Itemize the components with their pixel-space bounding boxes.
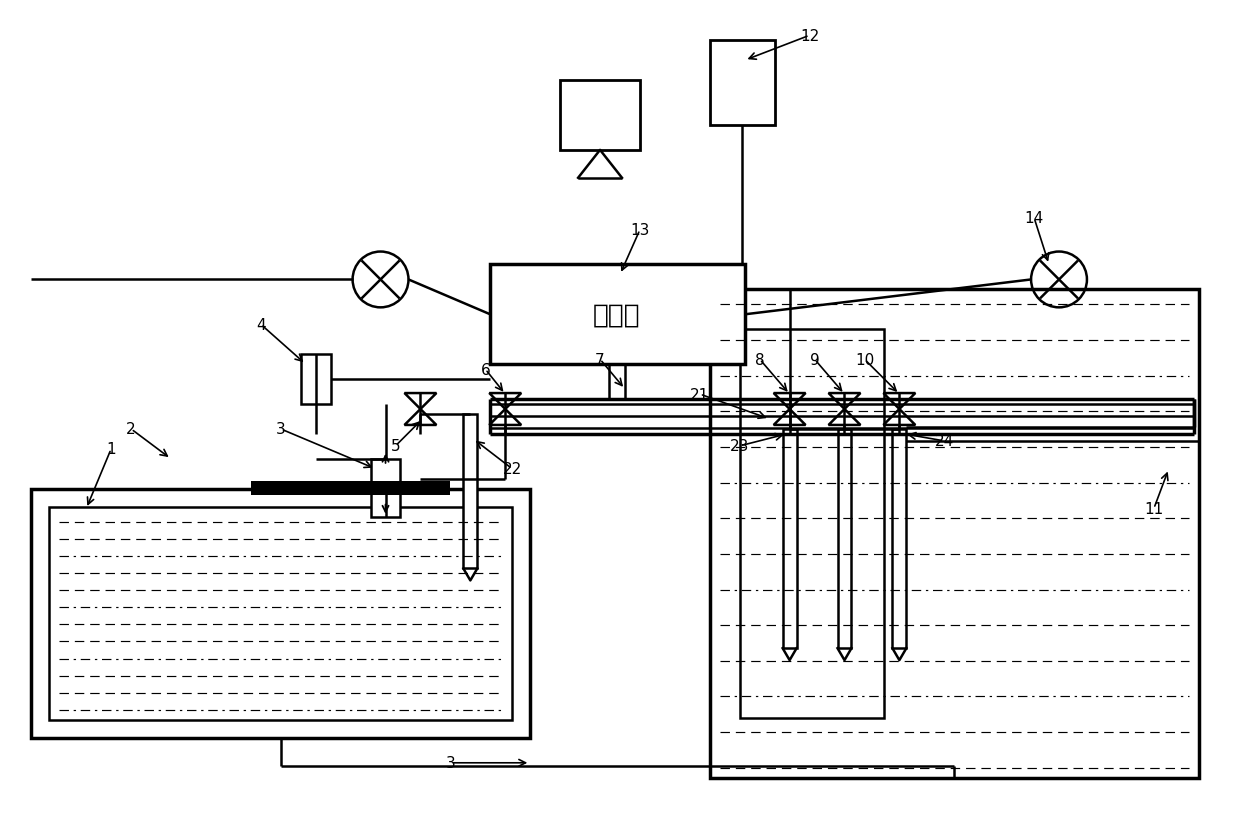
- Bar: [709, 290, 1199, 778]
- Text: 7: 7: [595, 352, 605, 367]
- Text: 24: 24: [935, 434, 954, 449]
- Bar: [893, 429, 906, 649]
- Bar: [709, 41, 775, 126]
- Text: 6: 6: [480, 362, 490, 378]
- Text: 4: 4: [255, 318, 265, 333]
- Bar: [837, 429, 852, 649]
- Text: 2: 2: [126, 422, 136, 437]
- Bar: [250, 482, 450, 495]
- Text: 3: 3: [445, 755, 455, 771]
- Text: 12: 12: [800, 29, 820, 43]
- Text: 14: 14: [1024, 211, 1044, 226]
- Text: 21: 21: [691, 387, 709, 402]
- Bar: [50, 507, 512, 720]
- Bar: [560, 81, 640, 151]
- Text: 9: 9: [810, 352, 820, 367]
- Bar: [31, 489, 531, 738]
- Text: 3: 3: [275, 422, 285, 437]
- Bar: [301, 355, 331, 405]
- Bar: [740, 330, 884, 718]
- Text: 5: 5: [391, 439, 401, 454]
- Bar: [464, 414, 477, 568]
- Text: 1: 1: [107, 441, 117, 457]
- Bar: [371, 459, 401, 517]
- Text: 11: 11: [1145, 501, 1163, 517]
- Text: 23: 23: [730, 439, 749, 454]
- Text: 22: 22: [502, 462, 522, 477]
- Text: 控制器: 控制器: [593, 302, 641, 328]
- Bar: [782, 429, 796, 649]
- Text: 8: 8: [755, 352, 765, 367]
- Bar: [490, 265, 745, 364]
- Text: 13: 13: [630, 223, 650, 238]
- Text: 10: 10: [854, 352, 874, 367]
